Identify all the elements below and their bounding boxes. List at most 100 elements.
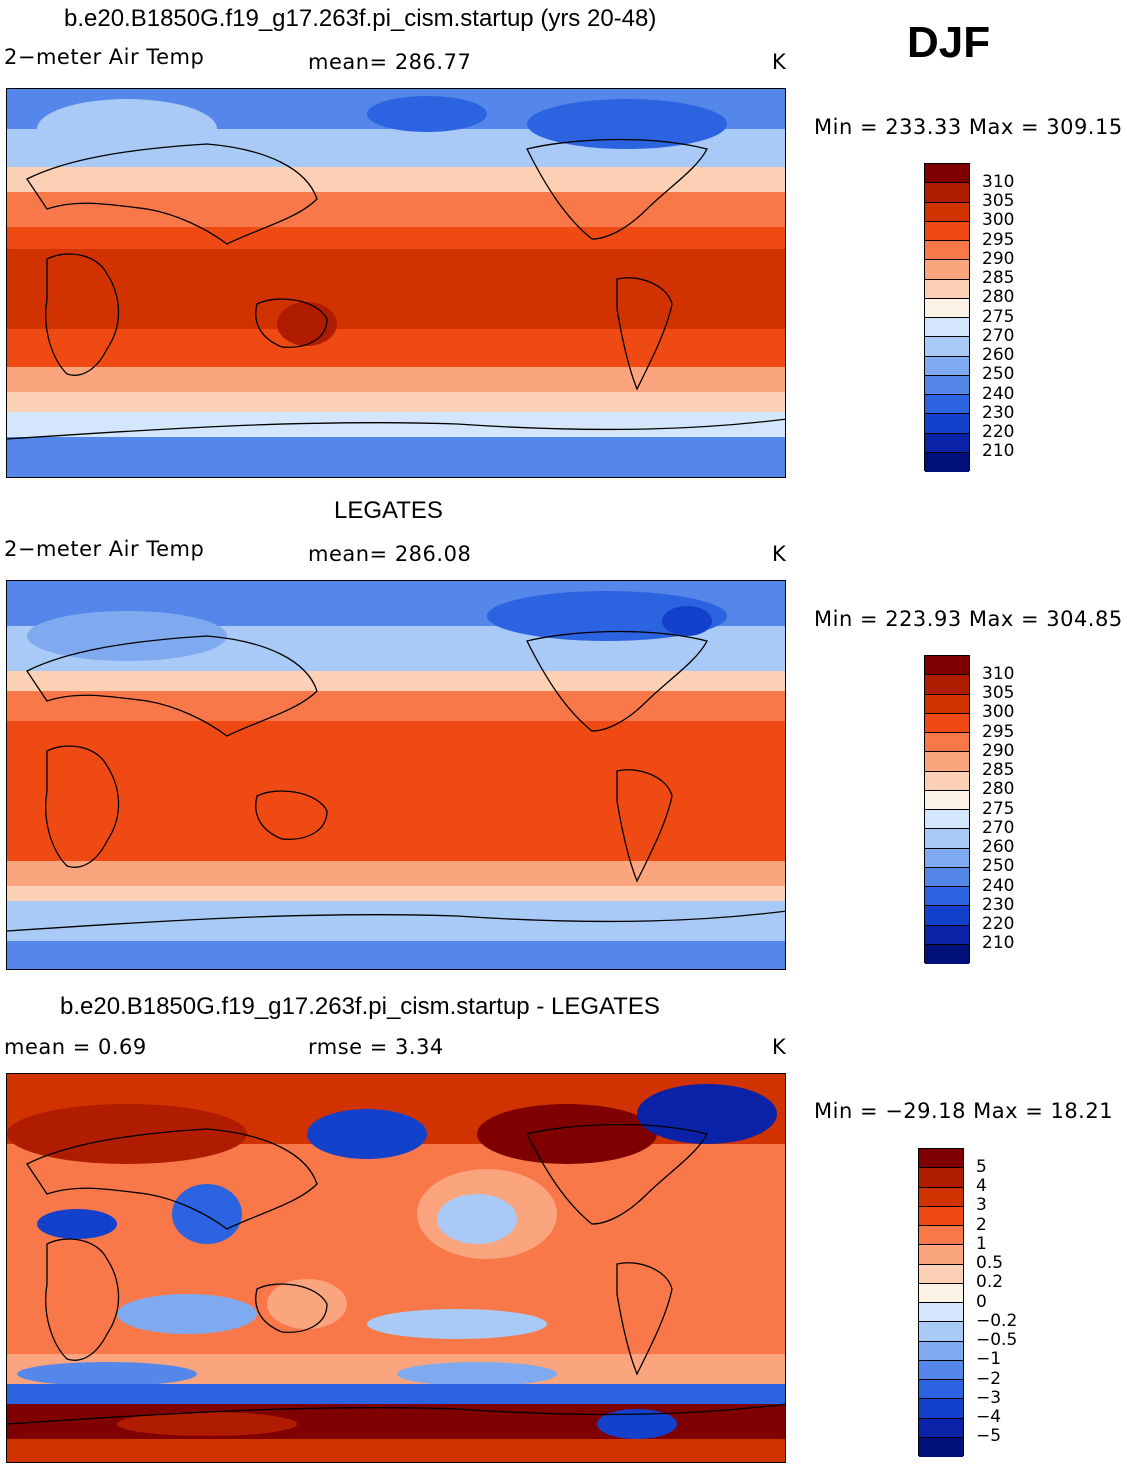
- colorbar-swatch: [919, 1399, 963, 1419]
- colorbar-swatch: [925, 279, 969, 299]
- colorbar-tick-label: 220: [982, 914, 1015, 934]
- colorbar-tick-label: −1: [976, 1349, 1002, 1370]
- colorbar-swatch: [925, 298, 969, 318]
- colorbar-tick-label: 285: [982, 760, 1015, 780]
- panel2-title: LEGATES: [334, 497, 443, 524]
- colorbar-tick-label: 275: [982, 306, 1015, 327]
- colorbar-tick-label: 305: [982, 191, 1015, 211]
- colorbar-swatch: [925, 944, 969, 964]
- panel1-minmax: Min = 233.33 Max = 309.15: [814, 115, 1123, 139]
- colorbar-swatch: [919, 1264, 963, 1284]
- colorbar-tick-label: 310: [982, 663, 1015, 684]
- colorbar-swatch: [925, 829, 969, 849]
- colorbar-tick-label: −0.5: [976, 1330, 1018, 1350]
- colorbar-swatch: [919, 1360, 963, 1380]
- colorbar-tick-label: −3: [976, 1387, 1002, 1408]
- colorbar-tick-label: 260: [982, 837, 1015, 857]
- colorbar-tick-label: 210: [982, 441, 1015, 462]
- colorbar-tick-label: 4: [976, 1176, 987, 1196]
- panel3-units: K: [772, 1035, 787, 1059]
- colorbar-swatch: [919, 1380, 963, 1400]
- colorbar-swatch: [925, 848, 969, 868]
- colorbar-swatch: [919, 1187, 963, 1207]
- colorbar-swatch: [925, 375, 969, 395]
- colorbar-swatch: [925, 202, 969, 222]
- colorbar-tick-label: 230: [982, 894, 1015, 915]
- colorbar-tick-label: 270: [982, 325, 1015, 346]
- panel3-mean: mean = 0.69: [4, 1035, 147, 1059]
- colorbar-tick-label: 0.5: [976, 1253, 1004, 1273]
- colorbar-swatch: [925, 675, 969, 695]
- panel2-map: [6, 580, 786, 970]
- colorbar-swatch: [919, 1206, 963, 1226]
- colorbar-swatch: [919, 1303, 963, 1323]
- colorbar-tick-label: 280: [982, 779, 1015, 800]
- colorbar-swatch: [925, 810, 969, 830]
- colorbar-swatch: [925, 241, 969, 261]
- colorbar-tick-label: 260: [982, 345, 1015, 365]
- colorbar-swatch: [925, 433, 969, 453]
- colorbar-tick-label: −4: [976, 1407, 1002, 1427]
- colorbar-swatch: [919, 1149, 963, 1169]
- panel2-variable: 2−meter Air Temp: [4, 537, 205, 561]
- colorbar-swatch: [925, 867, 969, 887]
- colorbar-tick-label: 3: [976, 1195, 987, 1216]
- colorbar-tick-label: 2: [976, 1214, 987, 1235]
- colorbar-tick-label: 210: [982, 933, 1015, 954]
- colorbar-tick-label: 290: [982, 740, 1015, 761]
- colorbar-swatch: [919, 1245, 963, 1265]
- colorbar-swatch: [925, 771, 969, 791]
- colorbar-swatch: [925, 318, 969, 338]
- colorbar-swatch: [919, 1437, 963, 1457]
- colorbar-swatch: [925, 337, 969, 357]
- colorbar-swatch: [925, 183, 969, 203]
- panel1-map: [6, 88, 786, 478]
- colorbar-tick-label: 240: [982, 383, 1015, 404]
- colorbar-tick-label: 310: [982, 171, 1015, 192]
- colorbar-swatch: [925, 906, 969, 926]
- colorbar-tick-label: −2: [976, 1368, 1002, 1389]
- colorbar-tick-label: 1: [976, 1233, 987, 1254]
- colorbar-tick-label: 295: [982, 229, 1015, 250]
- colorbar-tick-label: 250: [982, 364, 1015, 385]
- colorbar-tick-label: 0.2: [976, 1272, 1004, 1293]
- colorbar-swatch: [925, 221, 969, 241]
- colorbar-tick-label: −0.2: [976, 1310, 1018, 1331]
- colorbar-swatch: [919, 1283, 963, 1303]
- panel2-mean: mean= 286.08: [308, 542, 472, 566]
- colorbar-tick-label: 295: [982, 721, 1015, 742]
- colorbar-tick-label: 0: [976, 1291, 987, 1312]
- colorbar-tick-label: 250: [982, 856, 1015, 877]
- colorbar-swatch: [925, 356, 969, 376]
- colorbar-tick-label: 300: [982, 210, 1015, 231]
- colorbar-swatch: [925, 925, 969, 945]
- colorbar-tick-label: 305: [982, 683, 1015, 703]
- season-label: DJF: [907, 18, 991, 67]
- panel3-rmse: rmse = 3.34: [308, 1035, 444, 1059]
- colorbar-tick-label: 5: [976, 1156, 987, 1177]
- colorbar-swatch: [925, 260, 969, 280]
- panel2-units: K: [772, 542, 787, 566]
- panel3-map: [6, 1073, 786, 1463]
- panel1-units: K: [772, 50, 787, 74]
- colorbar-swatch: [925, 733, 969, 753]
- colorbar-tick-label: 300: [982, 702, 1015, 723]
- colorbar-swatch: [925, 164, 969, 184]
- colorbar-swatch: [925, 713, 969, 733]
- colorbar-swatch: [919, 1341, 963, 1361]
- colorbar-swatch: [925, 752, 969, 772]
- panel1-variable: 2−meter Air Temp: [4, 45, 205, 69]
- panel3-minmax: Min = −29.18 Max = 18.21: [814, 1099, 1114, 1123]
- colorbar-swatch: [919, 1168, 963, 1188]
- colorbar-swatch: [925, 790, 969, 810]
- colorbar-swatch: [925, 656, 969, 676]
- panel2-minmax: Min = 223.93 Max = 304.85: [814, 607, 1123, 631]
- colorbar-swatch: [919, 1418, 963, 1438]
- colorbar-swatch: [925, 414, 969, 434]
- colorbar-tick-label: 230: [982, 402, 1015, 423]
- colorbar-tick-label: 275: [982, 798, 1015, 819]
- colorbar-swatch: [925, 395, 969, 415]
- colorbar-swatch: [919, 1226, 963, 1246]
- colorbar-swatch: [925, 452, 969, 472]
- colorbar-tick-label: 280: [982, 287, 1015, 308]
